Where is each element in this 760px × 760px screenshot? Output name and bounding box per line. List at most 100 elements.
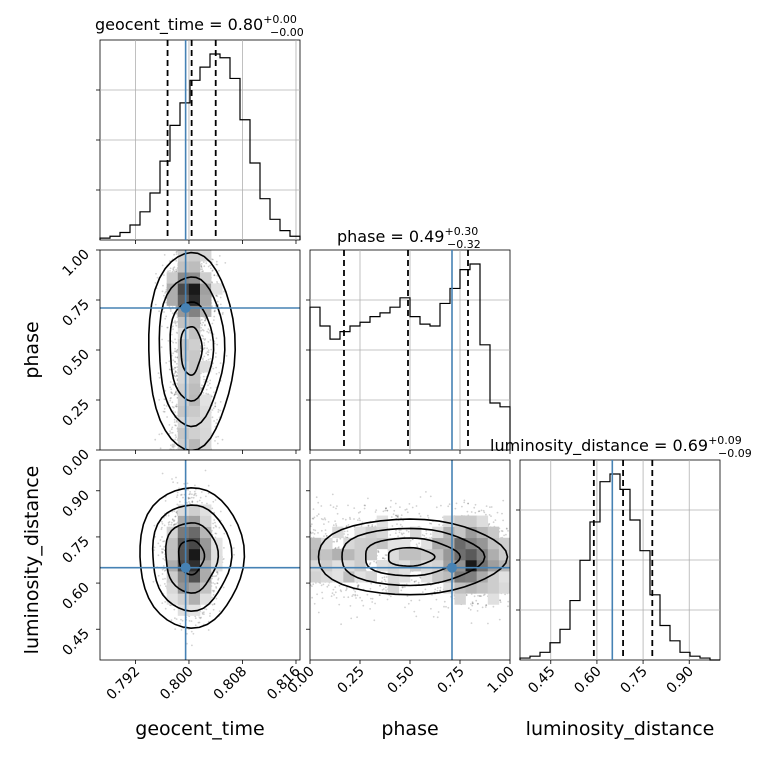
sample-point	[211, 507, 214, 510]
sample-point	[215, 525, 218, 528]
sample-point	[200, 387, 203, 390]
sample-point	[176, 510, 179, 512]
sample-point	[214, 521, 216, 524]
sample-point	[174, 356, 177, 359]
sample-point	[202, 335, 204, 338]
hist2d-cell	[177, 416, 190, 429]
sample-point	[167, 340, 170, 342]
sample-point	[175, 618, 178, 620]
sample-point	[203, 339, 206, 341]
sample-point	[178, 487, 180, 490]
sample-point	[203, 355, 206, 358]
sample-point	[215, 422, 218, 424]
sample-point	[158, 399, 161, 401]
sample-point	[174, 347, 177, 350]
sample-point	[212, 526, 215, 529]
sample-point	[213, 519, 216, 521]
sample-point	[217, 577, 220, 580]
hist-step-phase	[309, 263, 511, 450]
sample-point	[164, 601, 167, 603]
sample-point	[165, 301, 168, 304]
sample-point	[212, 500, 215, 503]
sample-point	[176, 482, 179, 484]
sample-point	[199, 496, 202, 499]
sample-point	[174, 366, 176, 369]
sample-point	[213, 315, 216, 318]
sample-point	[200, 318, 203, 321]
sample-point	[175, 259, 178, 262]
hist2d-cell	[200, 250, 212, 262]
sample-point	[199, 617, 202, 620]
sample-point	[174, 370, 177, 372]
sample-point	[162, 548, 165, 551]
sample-point	[157, 574, 160, 577]
hist-step-luminosity_distance	[519, 473, 720, 661]
sample-point	[189, 497, 191, 500]
sample-point	[206, 502, 208, 505]
sample-point	[171, 518, 174, 521]
hist2d-cell	[200, 394, 212, 406]
sample-point	[159, 584, 162, 587]
sample-point	[207, 629, 210, 631]
sample-point	[196, 500, 199, 503]
sample-point	[169, 310, 172, 312]
sample-point	[216, 300, 219, 303]
sample-point	[214, 583, 216, 585]
sample-point	[213, 310, 216, 313]
sample-point	[169, 381, 172, 383]
sample-point	[174, 515, 177, 518]
sample-point	[154, 303, 157, 306]
sample-point	[187, 497, 190, 500]
sample-point	[200, 327, 203, 329]
hist2d-cell	[211, 283, 223, 295]
sample-point	[172, 524, 175, 527]
hist2d-cell	[166, 283, 179, 295]
sample-point	[176, 362, 178, 365]
sample-point	[162, 284, 164, 287]
sample-point	[167, 514, 170, 517]
sample-point	[174, 405, 177, 407]
hist2d-cell	[188, 327, 201, 340]
hist2d-cell	[200, 416, 212, 429]
sample-point	[191, 493, 193, 496]
sample-point	[212, 407, 215, 409]
sample-point	[201, 384, 203, 387]
sample-point	[174, 391, 177, 394]
sample-point	[207, 384, 209, 387]
sample-point	[200, 389, 203, 391]
sample-point	[213, 274, 216, 277]
sample-point	[216, 573, 219, 575]
sample-point	[219, 296, 222, 299]
sample-point	[192, 632, 195, 635]
sample-point	[171, 270, 174, 273]
sample-point	[213, 274, 216, 277]
sample-point	[155, 272, 157, 275]
hist2d-cell	[200, 294, 212, 306]
sample-point	[161, 551, 164, 554]
sample-point	[171, 443, 174, 446]
sample-point	[212, 258, 214, 261]
sample-point	[216, 571, 218, 574]
sample-point	[216, 418, 219, 421]
hist2d-cell	[166, 272, 179, 284]
sample-point	[175, 349, 178, 352]
hist2d-cell	[188, 427, 201, 440]
sample-point	[204, 469, 207, 472]
sample-point	[175, 436, 178, 438]
sample-point	[188, 620, 191, 622]
sample-point	[153, 524, 156, 527]
sample-point	[198, 499, 201, 502]
sample-point	[206, 380, 209, 383]
sample-point	[170, 523, 173, 526]
sample-point	[201, 324, 204, 326]
sample-point	[173, 523, 176, 526]
sample-point	[202, 357, 204, 360]
hist2d-cell	[177, 338, 190, 351]
sample-point	[170, 392, 173, 394]
sample-point	[176, 491, 179, 494]
sample-point	[161, 552, 164, 554]
sample-point	[194, 624, 197, 627]
sample-point	[215, 575, 218, 577]
sample-point	[217, 408, 220, 411]
marginal-panel-phase	[306, 249, 511, 454]
